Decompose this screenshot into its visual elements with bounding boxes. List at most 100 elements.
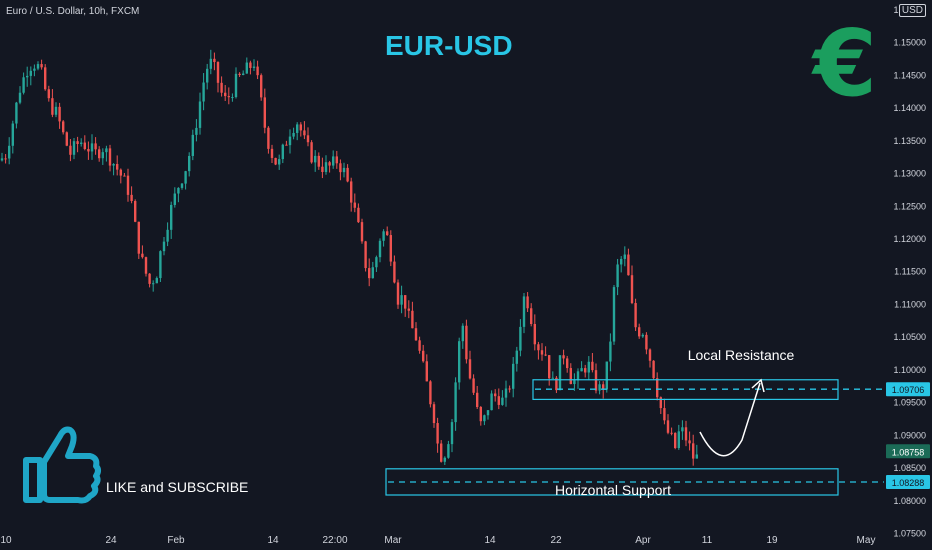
candle-body xyxy=(238,73,241,76)
candle-body xyxy=(173,193,176,205)
x-tick-label: 24 xyxy=(105,535,117,546)
candle-body xyxy=(180,183,184,188)
candle-body xyxy=(159,251,162,279)
candle-body xyxy=(33,68,36,71)
candle-body xyxy=(364,241,367,269)
candle-body xyxy=(666,420,670,433)
candle-body xyxy=(674,432,677,449)
candle-body xyxy=(548,355,551,379)
candle-body xyxy=(692,443,695,459)
candle-body xyxy=(260,75,263,98)
candle-body xyxy=(108,148,112,166)
candle-body xyxy=(562,355,565,359)
candle-body xyxy=(15,102,18,124)
candle-body xyxy=(659,397,662,409)
candle-body xyxy=(537,344,540,351)
candle-body xyxy=(576,371,580,381)
candle-body xyxy=(602,384,605,390)
candle-body xyxy=(220,82,223,93)
candle-body xyxy=(558,355,562,391)
candle-body xyxy=(335,156,338,164)
candle-body xyxy=(270,148,274,158)
candle-body xyxy=(112,163,115,166)
candle-body xyxy=(292,132,295,137)
x-tick-label: 19 xyxy=(766,535,778,546)
candle-body xyxy=(47,89,50,99)
x-tick-label: 14 xyxy=(267,535,279,546)
candle-body xyxy=(206,68,209,83)
candle-body xyxy=(468,359,472,379)
candle-body xyxy=(584,368,587,373)
candle-body xyxy=(4,158,7,160)
x-tick-label: Apr xyxy=(635,535,651,546)
candle-body xyxy=(80,142,83,144)
candle-body xyxy=(407,308,410,311)
candle-body xyxy=(94,143,97,150)
candle-body xyxy=(98,149,101,159)
candle-body xyxy=(688,440,691,444)
current-price-tag-bg xyxy=(886,444,930,459)
candle-body xyxy=(620,258,623,265)
candle-body xyxy=(141,253,144,258)
candle-body xyxy=(274,157,277,165)
candle-body xyxy=(533,324,536,345)
candle-body xyxy=(166,229,169,242)
x-tick-label: May xyxy=(857,535,876,546)
support-price-tag-bg xyxy=(886,475,930,490)
candle-body xyxy=(368,268,371,279)
candle-body xyxy=(663,408,666,421)
like-subscribe-text: LIKE and SUBSCRIBE xyxy=(106,479,249,495)
y-tick-label: 1.08500 xyxy=(893,463,926,473)
candle-body xyxy=(310,142,313,163)
candle-body xyxy=(681,427,684,432)
candle-body xyxy=(342,167,346,173)
candle-body xyxy=(396,282,400,305)
candle-body xyxy=(58,106,61,122)
candle-body xyxy=(224,92,227,97)
x-tick-label: 11 xyxy=(702,535,713,546)
candle-body xyxy=(357,207,360,223)
candle-body xyxy=(378,240,382,258)
candle-body xyxy=(177,187,180,194)
candle-body xyxy=(101,152,104,159)
candle-body xyxy=(184,171,187,184)
candle-body xyxy=(447,444,450,458)
candle-body xyxy=(65,132,68,146)
candle-body xyxy=(29,70,32,76)
candle-body xyxy=(461,325,464,342)
y-tick-label: 1.09500 xyxy=(893,398,926,408)
candle-body xyxy=(353,202,356,208)
candle-body xyxy=(490,393,493,411)
candle-body xyxy=(144,257,148,274)
candle-body xyxy=(612,287,616,342)
candle-body xyxy=(465,325,468,360)
candle-body xyxy=(519,326,522,351)
y-tick-label: 1.12000 xyxy=(893,234,926,244)
candle-body xyxy=(530,308,533,325)
candle-body xyxy=(645,334,648,350)
candle-body xyxy=(299,124,302,131)
candle-body xyxy=(152,283,155,285)
candle-body xyxy=(134,201,137,222)
support-label: Horizontal Support xyxy=(555,482,671,498)
candle-body xyxy=(249,62,252,68)
candle-body xyxy=(360,222,364,242)
arrowhead-icon xyxy=(751,378,765,393)
candle-body xyxy=(242,73,245,76)
candle-body xyxy=(328,162,331,166)
candle-body xyxy=(515,350,518,364)
candle-body xyxy=(36,64,40,69)
candle-body xyxy=(332,156,335,166)
candle-body xyxy=(501,397,504,405)
thumbs-up-icon xyxy=(23,426,101,504)
candle-body xyxy=(638,327,641,337)
candle-body xyxy=(411,310,414,329)
x-tick-label: 22 xyxy=(550,535,562,546)
candle-body xyxy=(425,361,428,382)
candle-body xyxy=(130,194,133,202)
currency-badge[interactable]: USD xyxy=(898,4,926,17)
symbol-info: Euro / U.S. Dollar, 10h, FXCM xyxy=(6,6,140,17)
candle-body xyxy=(26,75,29,78)
candle-body xyxy=(641,334,644,337)
